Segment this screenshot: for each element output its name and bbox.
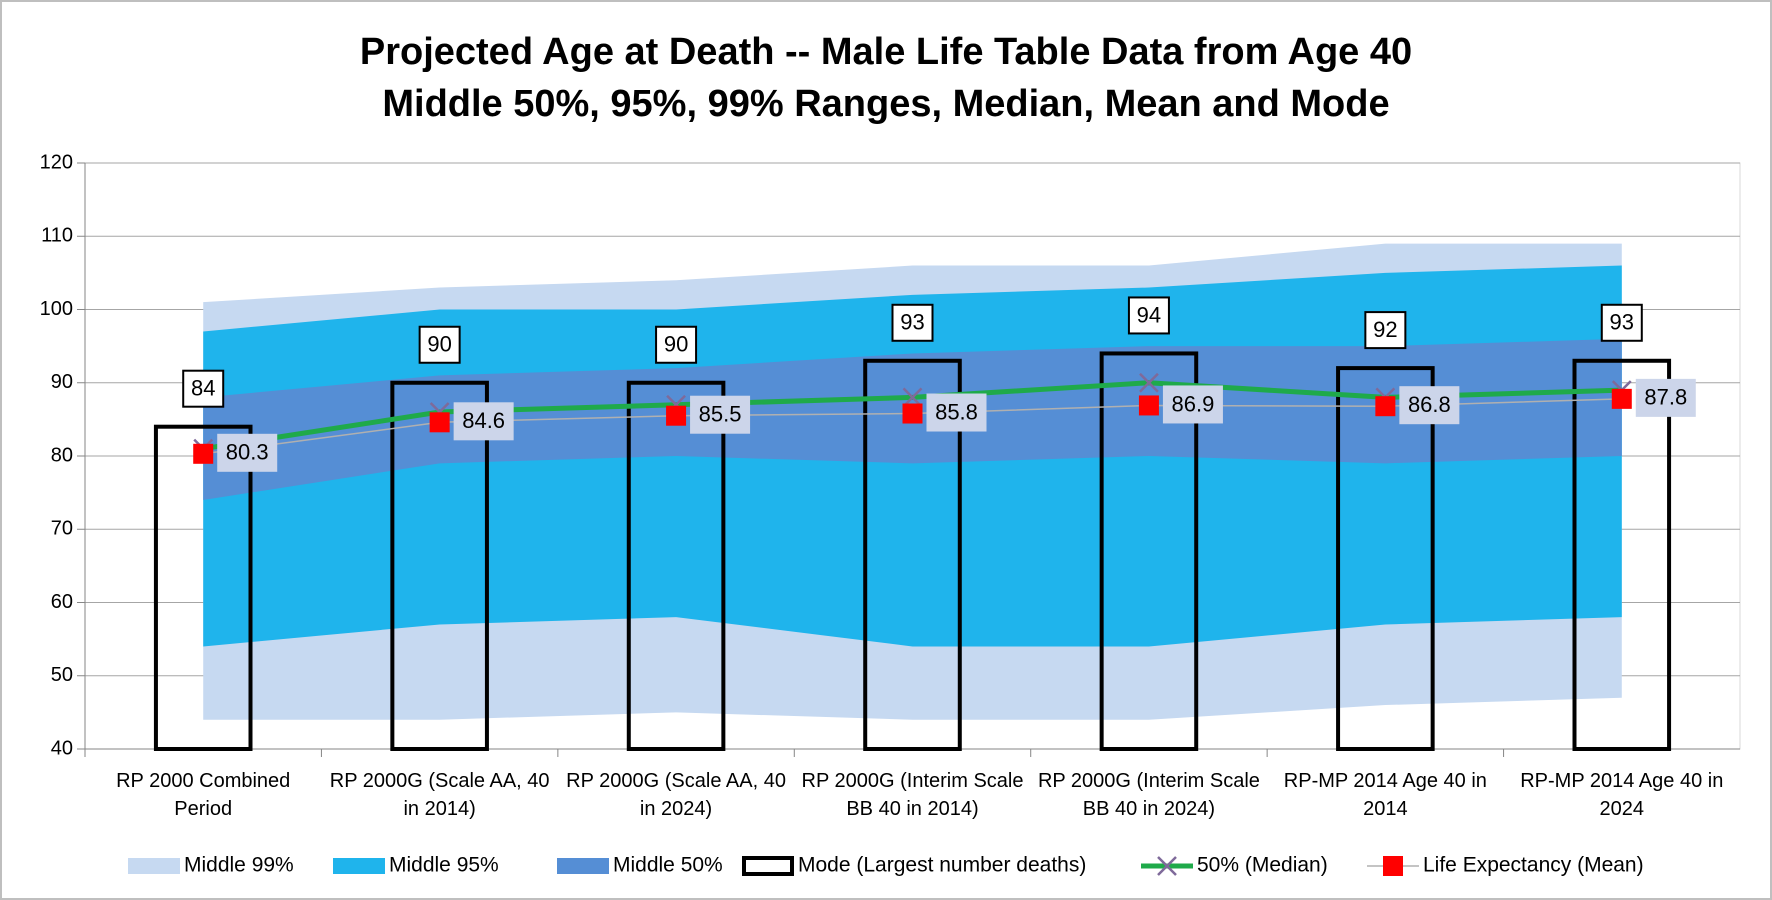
legend-marker [1157, 856, 1177, 876]
x-tick-label: RP 2000G (Scale AA, 40 in 2014) [329, 770, 550, 820]
mean-label-box [1635, 378, 1696, 417]
mode-label-box [1364, 311, 1407, 350]
mode-bar [1572, 358, 1672, 751]
mode-bar [390, 380, 489, 751]
mode-bar [1099, 351, 1199, 751]
mode-label-box [1127, 296, 1170, 335]
mode-bar [863, 358, 962, 751]
legend-swatch [128, 858, 180, 874]
y-tick-label: 120 [40, 151, 73, 173]
legend-label: 50% (Median) [1197, 854, 1328, 877]
legend-swatch [742, 856, 794, 876]
y-tick-label: 50 [51, 664, 73, 686]
legend-label: Middle 95% [389, 854, 499, 877]
mode-label: 93 [1610, 310, 1634, 335]
mode-label-box [418, 325, 461, 364]
mean-marker [1611, 388, 1632, 409]
mode-label-box [891, 303, 934, 342]
mean-label-box [1162, 385, 1223, 424]
mode-label-box [655, 325, 698, 364]
mean-label-box [1399, 386, 1460, 425]
x-tick-label: RP-MP 2014 Age 40 in 2014 [1283, 770, 1487, 820]
mean-label-box [690, 395, 751, 434]
y-tick-label: 110 [41, 225, 73, 247]
mean-label-box [926, 393, 987, 432]
mean-marker [1375, 396, 1396, 417]
mode-label-box [182, 369, 225, 408]
y-tick-label: 60 [51, 591, 73, 613]
mode-label: 90 [664, 332, 688, 357]
y-tick-label: 40 [51, 737, 73, 759]
mean-label: 86.9 [1172, 391, 1215, 416]
mean-label-box [217, 433, 278, 472]
chart-title: Projected Age at Death -- Male Life Tabl… [360, 31, 1412, 73]
legend-marker [1383, 856, 1403, 876]
y-tick-label: 100 [40, 298, 73, 320]
y-tick-label: 70 [51, 518, 73, 540]
legend-label: Middle 99% [184, 854, 294, 877]
mode-label: 93 [900, 310, 924, 335]
mean-label-box [453, 402, 514, 441]
mode-label: 94 [1137, 302, 1161, 327]
legend-label: Middle 50% [613, 854, 723, 877]
y-tick-label: 90 [51, 371, 73, 393]
x-tick-label: RP 2000 Combined Period [116, 770, 291, 820]
legend-swatch [557, 858, 609, 874]
legend-swatch [333, 858, 385, 874]
mean-label: 87.8 [1644, 385, 1687, 410]
mean-label: 80.3 [226, 440, 269, 465]
x-tick-label: RP 2000G (Scale AA, 40 in 2024) [566, 770, 786, 820]
mode-label: 84 [191, 376, 215, 401]
legend-label: Mode (Largest number deaths) [798, 854, 1086, 877]
mode-label: 92 [1373, 317, 1397, 342]
mean-marker [902, 403, 923, 424]
mean-marker [429, 412, 450, 433]
mode-bar [626, 380, 726, 751]
y-tick-label: 80 [51, 444, 73, 466]
mode-label-box [1600, 303, 1643, 342]
mean-marker [1138, 395, 1159, 416]
median-marker [902, 387, 923, 408]
mean-label: 85.5 [699, 402, 742, 427]
mean-marker [666, 405, 687, 426]
x-tick-label: RP 2000G (Interim Scale BB 40 in 2014) [801, 770, 1024, 820]
mean-label: 84.6 [462, 408, 505, 433]
mode-label: 90 [427, 332, 451, 357]
chart-subtitle: Middle 50%, 95%, 99% Ranges, Median, Mea… [382, 83, 1389, 125]
mean-label: 86.8 [1408, 392, 1451, 417]
x-tick-label: RP-MP 2014 Age 40 in 2024 [1520, 770, 1724, 820]
mean-marker [193, 443, 214, 464]
mode-bar [1336, 366, 1435, 751]
x-tick-label: RP 2000G (Interim Scale BB 40 in 2024) [1037, 770, 1260, 820]
legend-label: Life Expectancy (Mean) [1423, 854, 1644, 877]
mean-label: 85.8 [935, 399, 978, 424]
mode-bar [153, 424, 253, 751]
median-marker [1139, 372, 1159, 393]
